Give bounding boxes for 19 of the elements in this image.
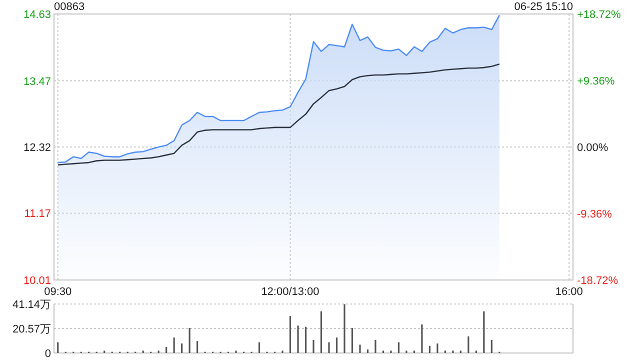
line-series: [57, 63, 500, 166]
y2-tick-label: +9.36%: [577, 76, 615, 88]
x-tick-label: 16:00: [555, 286, 583, 298]
y2-tick-label: 0.00%: [577, 142, 608, 154]
y2-tick-label: -18.72%: [577, 275, 618, 287]
y2-tick-label: +18.72%: [577, 9, 621, 21]
y-tick-label: 20.57万: [12, 324, 51, 336]
text: 06-25 15:10: [514, 1, 573, 13]
y2-tick-label: -9.36%: [577, 208, 612, 220]
x-tick-label: 09:30: [44, 286, 72, 298]
y-tick-label: 11.17: [24, 208, 51, 220]
y-tick-label: 12.32: [23, 142, 51, 154]
y-tick-label: 14.63: [23, 9, 51, 21]
y-tick-label: 10.01: [23, 275, 51, 287]
y-tick-label: 0: [44, 348, 51, 360]
chart-title: 00863: [54, 1, 85, 13]
y-tick-label: 13.47: [23, 76, 51, 88]
x-tick-label: 12:00/13:00: [261, 286, 320, 298]
y-tick-label: 41.14万: [12, 299, 51, 311]
